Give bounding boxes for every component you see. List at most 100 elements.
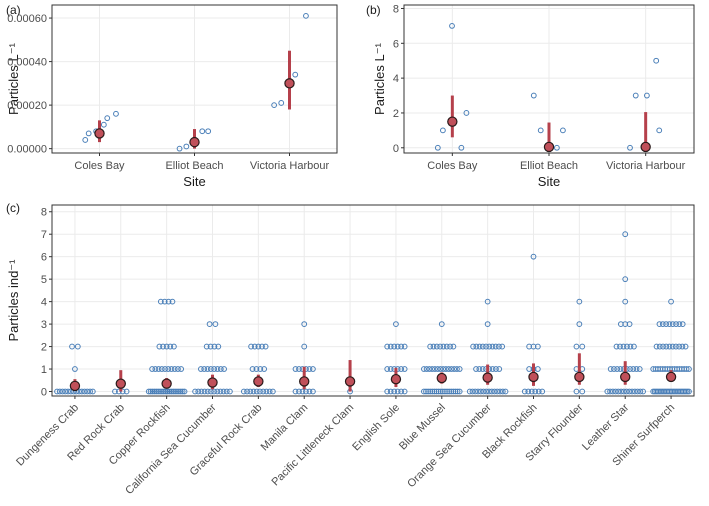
data-point — [470, 343, 477, 350]
data-point — [208, 388, 214, 395]
data-point — [502, 388, 509, 395]
data-point — [463, 110, 470, 116]
data-point — [426, 366, 433, 372]
mean-marker — [253, 376, 264, 387]
data-point — [636, 366, 643, 372]
data-point — [560, 127, 566, 134]
data-point — [617, 366, 624, 372]
y-tick-label: 6 — [41, 252, 47, 264]
data-point — [278, 100, 285, 106]
data-point — [170, 388, 177, 395]
data-point — [152, 366, 159, 372]
data-point — [476, 366, 483, 372]
data-point — [172, 388, 179, 395]
data-point — [168, 388, 175, 395]
data-point — [666, 321, 673, 327]
data-point — [579, 343, 586, 350]
data-point — [391, 343, 398, 350]
data-point — [292, 388, 299, 395]
data-point — [306, 388, 313, 395]
data-point — [437, 366, 444, 372]
data-point — [292, 71, 299, 78]
data-point — [632, 92, 639, 99]
data-point — [161, 298, 168, 305]
data-point — [627, 144, 633, 151]
data-point — [653, 57, 660, 64]
data-point — [204, 366, 211, 372]
data-point — [622, 276, 629, 283]
y-tick-label: 0.00000 — [7, 144, 47, 156]
data-point — [211, 388, 217, 395]
panel-c-frame — [51, 204, 695, 397]
data-point — [579, 388, 586, 395]
data-point — [177, 388, 184, 395]
data-point — [153, 388, 160, 395]
data-point — [573, 388, 580, 395]
y-tick-label: 0 — [41, 387, 47, 399]
data-point — [250, 388, 257, 395]
data-point — [656, 321, 663, 327]
data-point — [100, 121, 107, 128]
data-point — [195, 388, 202, 395]
y-tick-label: 7 — [41, 229, 47, 241]
data-point — [653, 343, 660, 350]
data-point — [666, 343, 673, 350]
data-point — [296, 366, 302, 372]
panel-a: (a) Particles L⁻¹ Site 0.00000 0.00020 0.0… — [6, 3, 338, 189]
data-point — [493, 366, 499, 372]
data-point — [171, 366, 178, 372]
data-point — [201, 388, 208, 395]
x-tick-label: California Sea Cucumber — [123, 401, 219, 497]
data-point — [668, 298, 674, 305]
data-point — [617, 343, 623, 350]
data-point — [607, 366, 614, 372]
data-point — [67, 388, 74, 395]
x-tick-label: English Sole — [350, 402, 402, 454]
data-point — [204, 388, 211, 395]
y-tick-label: 0.00060 — [7, 13, 47, 25]
data-point — [622, 231, 629, 238]
data-point — [491, 388, 498, 395]
data-point — [163, 343, 170, 350]
data-point — [253, 366, 260, 372]
data-point — [479, 366, 486, 372]
data-point — [165, 298, 172, 305]
data-point — [454, 366, 460, 372]
data-point — [660, 343, 666, 350]
y-tick-label: 6 — [393, 38, 399, 50]
data-point — [496, 343, 502, 350]
data-point — [211, 343, 218, 350]
data-point — [393, 321, 399, 327]
data-point — [303, 388, 309, 395]
data-point — [427, 388, 434, 395]
data-point — [673, 343, 679, 350]
data-point — [248, 343, 255, 350]
data-point — [534, 366, 541, 372]
y-tick-label: 4 — [393, 73, 399, 85]
y-tick-label: 5 — [41, 274, 47, 286]
data-point — [257, 388, 263, 395]
data-point — [164, 388, 171, 395]
data-point — [84, 388, 91, 395]
data-point — [663, 321, 669, 327]
y-tick-label: 0.00040 — [7, 57, 47, 69]
data-point — [89, 388, 96, 395]
mean-marker — [69, 380, 81, 392]
data-point — [447, 343, 453, 350]
data-point — [609, 388, 616, 395]
mean-marker — [299, 376, 310, 387]
data-point — [434, 366, 441, 372]
data-point — [473, 366, 479, 372]
mean-marker — [543, 141, 555, 153]
data-point — [65, 388, 71, 395]
data-point — [255, 343, 262, 350]
x-tick-label: Orange Sea Cucumber — [405, 401, 494, 490]
data-point — [112, 388, 118, 395]
data-point — [466, 388, 473, 395]
data-point — [151, 388, 158, 395]
panel-a-x-axis-title: Site — [183, 174, 205, 189]
x-tick-label: Coles Bay — [427, 160, 478, 172]
data-point — [81, 388, 88, 395]
mean-marker — [436, 372, 447, 384]
data-point — [496, 366, 503, 372]
